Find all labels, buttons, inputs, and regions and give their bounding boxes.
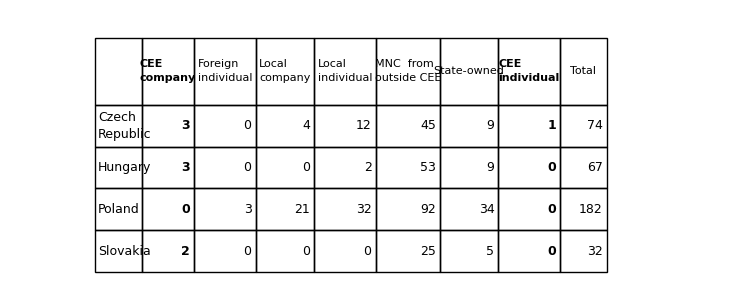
Bar [376,188,440,230]
Bar [376,105,440,146]
Bar [95,230,142,272]
Bar [255,38,314,105]
Text: 53: 53 [420,161,436,174]
Text: 12: 12 [356,119,371,132]
Text: 74: 74 [586,119,603,132]
Text: CEE
company: CEE company [140,59,196,83]
Bar [194,146,255,188]
Bar [95,105,142,146]
Bar [255,230,314,272]
Bar [194,188,255,230]
Text: 1: 1 [547,119,556,132]
Bar [560,146,606,188]
Bar [95,188,142,230]
Text: 9: 9 [487,161,495,174]
Bar [440,188,498,230]
Text: 3: 3 [181,119,190,132]
Text: 32: 32 [356,203,371,216]
Bar [142,38,194,105]
Text: Hungary: Hungary [98,161,151,174]
Text: 0: 0 [244,161,252,174]
Bar [95,38,142,105]
Bar [498,38,560,105]
Bar [560,105,606,146]
Bar [255,105,314,146]
Bar [194,105,255,146]
Bar [314,105,376,146]
Text: 0: 0 [547,161,556,174]
Bar [255,146,314,188]
Text: 34: 34 [479,203,495,216]
Text: 2: 2 [181,245,190,257]
Text: 25: 25 [420,245,436,257]
Text: 4: 4 [302,119,310,132]
Text: 0: 0 [302,245,310,257]
Text: CEE
individual: CEE individual [498,59,560,83]
Text: 32: 32 [586,245,603,257]
Bar [560,38,606,105]
Bar [194,38,255,105]
Text: 0: 0 [181,203,190,216]
Bar [498,146,560,188]
Bar [440,146,498,188]
Bar [142,105,194,146]
Bar [560,188,606,230]
Text: 21: 21 [294,203,310,216]
Bar [440,230,498,272]
Bar [560,230,606,272]
Bar [314,146,376,188]
Text: 67: 67 [586,161,603,174]
Text: MNC  from
outside CEE: MNC from outside CEE [374,59,441,83]
Bar [314,188,376,230]
Text: Czech
Republic: Czech Republic [98,111,152,141]
Text: 0: 0 [244,245,252,257]
Text: Slovakia: Slovakia [98,245,150,257]
Bar [314,230,376,272]
Bar [194,230,255,272]
Bar [440,105,498,146]
Bar [142,188,194,230]
Bar [376,38,440,105]
Text: 5: 5 [487,245,495,257]
Bar [440,38,498,105]
Text: 2: 2 [364,161,371,174]
Text: 3: 3 [181,161,190,174]
Text: 0: 0 [363,245,371,257]
Bar [255,188,314,230]
Text: 0: 0 [302,161,310,174]
Bar [142,230,194,272]
Bar [314,38,376,105]
Text: Total: Total [570,66,596,76]
Text: 9: 9 [487,119,495,132]
Bar [498,188,560,230]
Bar [95,146,142,188]
Text: 0: 0 [244,119,252,132]
Text: Local
individual: Local individual [318,59,372,83]
Bar [376,230,440,272]
Bar [376,146,440,188]
Bar [498,230,560,272]
Text: 92: 92 [420,203,436,216]
Text: Local
company: Local company [259,59,310,83]
Text: Foreign
individual: Foreign individual [197,59,252,83]
Text: 3: 3 [244,203,252,216]
Bar [142,146,194,188]
Bar [498,105,560,146]
Text: State-owned: State-owned [434,66,504,76]
Text: 0: 0 [547,245,556,257]
Text: Poland: Poland [98,203,139,216]
Text: 0: 0 [547,203,556,216]
Text: 182: 182 [579,203,603,216]
Text: 45: 45 [420,119,436,132]
